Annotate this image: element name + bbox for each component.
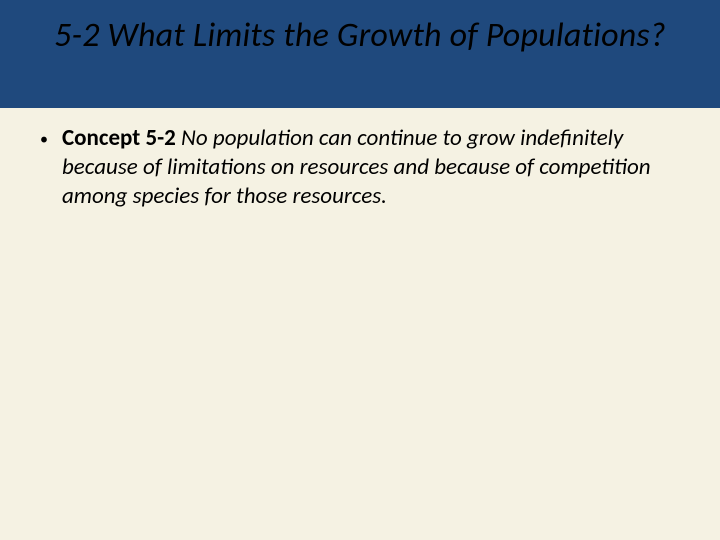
bullet-item: • Concept 5-2 No population can continue… xyxy=(40,124,680,210)
slide-title: 5-2 What Limits the Growth of Population… xyxy=(0,16,720,55)
slide: 5-2 What Limits the Growth of Population… xyxy=(0,0,720,540)
bullet-marker: • xyxy=(40,130,48,150)
slide-body: • Concept 5-2 No population can continue… xyxy=(40,124,680,210)
bullet-text: Concept 5-2 No population can continue t… xyxy=(62,124,680,210)
concept-label: Concept 5-2 xyxy=(62,124,176,152)
